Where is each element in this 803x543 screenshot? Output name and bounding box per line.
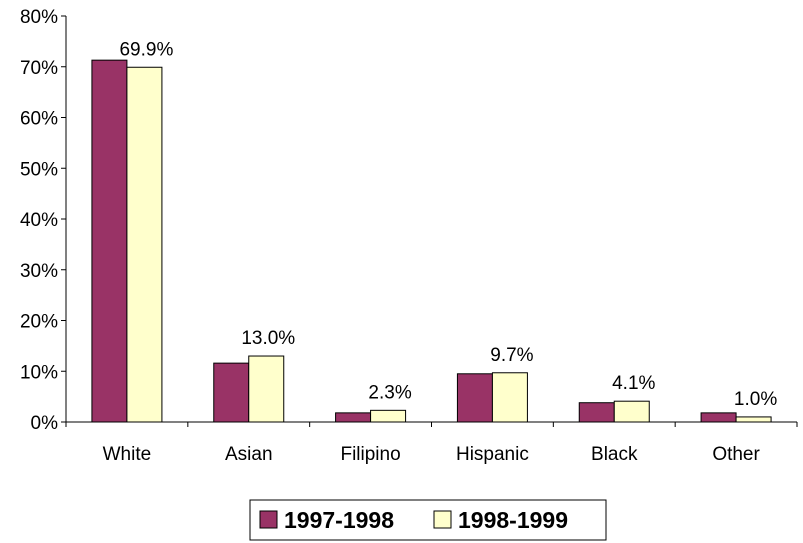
bar-1998-1999	[491, 372, 528, 423]
bar-1998-1999	[613, 400, 650, 423]
x-tick-label: Other	[712, 444, 760, 465]
x-axis: White Asian Filipino Hispanic Black Other	[65, 421, 798, 465]
x-tick-label: Black	[591, 444, 638, 465]
bar-1998-1999	[248, 355, 285, 423]
bar-1997-1998	[213, 362, 250, 423]
bar-1998-1999	[735, 416, 772, 423]
bars	[91, 59, 772, 423]
data-label: 13.0%	[241, 328, 295, 349]
bar-1997-1998	[335, 412, 372, 423]
y-tick-label: 60%	[20, 109, 58, 130]
y-tick-label: 50%	[20, 159, 58, 180]
bar-1998-1999	[126, 66, 163, 423]
data-label: 1.0%	[734, 389, 777, 410]
y-tick-label: 70%	[20, 58, 58, 79]
legend-swatch-1997-1998	[259, 510, 278, 529]
legend-label: 1998-1999	[458, 507, 568, 533]
y-axis: 0% 10% 20% 30% 40% 50% 60% 70% 80%	[20, 7, 67, 434]
data-label: 4.1%	[612, 373, 655, 394]
x-tick-label: White	[103, 444, 152, 465]
bar-1997-1998	[578, 402, 615, 423]
x-tick-label: Asian	[225, 444, 273, 465]
y-tick-label: 20%	[20, 312, 58, 333]
bar-1997-1998	[91, 59, 128, 423]
x-tick-label: Filipino	[340, 444, 400, 465]
data-labels: 69.9% 13.0% 2.3% 9.7% 4.1% 1.0%	[119, 39, 777, 410]
data-label: 69.9%	[119, 39, 173, 60]
bar-1997-1998	[456, 373, 493, 423]
data-label: 9.7%	[490, 345, 533, 366]
data-label: 2.3%	[368, 382, 411, 403]
bar-1997-1998	[700, 412, 737, 423]
bar-1998-1999	[370, 409, 407, 423]
legend-label: 1997-1998	[284, 507, 394, 533]
y-tick-label: 30%	[20, 261, 58, 282]
y-tick-label: 40%	[20, 210, 58, 231]
y-tick-label: 80%	[20, 7, 58, 28]
x-tick-label: Hispanic	[456, 444, 529, 465]
legend-swatch-1998-1999	[433, 510, 452, 529]
y-tick-label: 0%	[31, 413, 59, 434]
legend: 1997-1998 1998-1999	[249, 499, 607, 541]
legend-box	[249, 499, 607, 541]
y-tick-label: 10%	[20, 362, 58, 383]
